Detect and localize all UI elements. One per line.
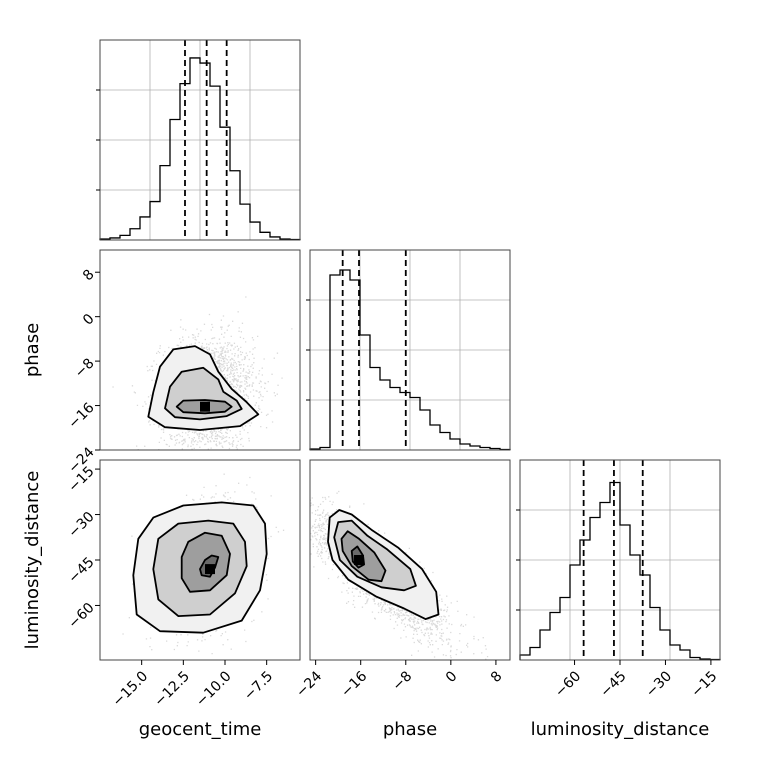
density-peak xyxy=(354,555,365,565)
panel-content xyxy=(112,296,293,450)
sc-2-xtick-label-2: −8 xyxy=(390,668,416,694)
contour-line-1 xyxy=(164,366,243,421)
scatter-panel-geocent-time-vs-luminosity-distance: −15−30−45−60−15.0 −12.5 −10.0 −7.5 xyxy=(65,459,301,710)
axis-labels: geocent_time phase luminosity_distance p… xyxy=(22,323,709,740)
scatter-panel-phase-vs-luminosity-distance: −24 −16 −8 0 8 xyxy=(293,459,511,701)
y-axis-label-phase: phase xyxy=(22,323,43,377)
panel-frame xyxy=(99,249,301,451)
hist-2-xtick-label-1: −45 xyxy=(597,668,629,700)
sc-1-xtick-label-3: −7.5 xyxy=(241,668,276,703)
histogram-step-line xyxy=(519,481,721,661)
density-peak xyxy=(205,564,215,575)
hist-panel-phase xyxy=(306,249,511,451)
contour-line-2 xyxy=(340,530,387,583)
contour-line-1 xyxy=(333,519,417,592)
sc-1-xtick-label-2: −10.0 xyxy=(193,668,235,710)
sc-0-ytick-label-1: 0 xyxy=(80,311,98,329)
x-axis-label-geocent-time: geocent_time xyxy=(139,719,262,740)
panel-content xyxy=(310,490,489,660)
sc-0-ytick-label-0: 8 xyxy=(80,267,98,285)
contour-line-0 xyxy=(147,345,260,431)
sc-2-xtick-label-4: 8 xyxy=(488,668,506,686)
panel-frame xyxy=(309,459,511,661)
sc-2-xtick-label-3: 0 xyxy=(443,668,461,686)
density-peak xyxy=(200,401,210,412)
x-axis-label-phase: phase xyxy=(383,719,437,740)
histogram-step-line xyxy=(99,57,301,241)
sc-1-ytick-label-2: −45 xyxy=(65,554,97,586)
x-axis-label-luminosity-distance: luminosity_distance xyxy=(531,719,710,740)
histogram-step-line xyxy=(309,269,511,451)
contour-line-2 xyxy=(180,531,231,593)
contour-line-1 xyxy=(152,519,248,617)
contour-line-0 xyxy=(327,509,440,620)
sc-1-xtick-label-1: −12.5 xyxy=(151,668,193,710)
sc-1-ytick-label-1: −30 xyxy=(65,509,97,541)
panel-content xyxy=(122,473,285,655)
contour-line-2 xyxy=(175,399,233,415)
y-axis-label-luminosity-distance: luminosity_distance xyxy=(22,471,43,650)
contour-line-3 xyxy=(199,554,220,578)
hist-2-xtick-label-3: −15 xyxy=(688,668,720,700)
hist-panel-luminosity-distance: −60 −45 −30 −15 xyxy=(516,459,721,701)
contour-line-3 xyxy=(350,545,366,569)
sc-0-ytick-label-2: −8 xyxy=(72,355,98,381)
hist-2-xtick-label-0: −60 xyxy=(552,668,584,700)
panels-layer: −60 −45 −30 −1580−8−16−24−15−30−45−60−15.0−… xyxy=(65,39,721,710)
sc-2-xtick-label-0: −24 xyxy=(293,668,325,700)
contour-line-0 xyxy=(132,501,268,634)
sc-2-xtick-label-1: −16 xyxy=(338,668,370,700)
sc-1-ytick-label-3: −60 xyxy=(65,600,97,632)
sc-0-ytick-label-3: −16 xyxy=(65,400,97,432)
sc-1-xtick-label-0: −15.0 xyxy=(110,668,152,710)
hist-panel-geocent-time xyxy=(96,39,301,241)
scatter-panel-geocent-time-vs-phase: 80−8−16−24 xyxy=(65,249,301,477)
hist-2-xtick-label-2: −30 xyxy=(643,668,675,700)
